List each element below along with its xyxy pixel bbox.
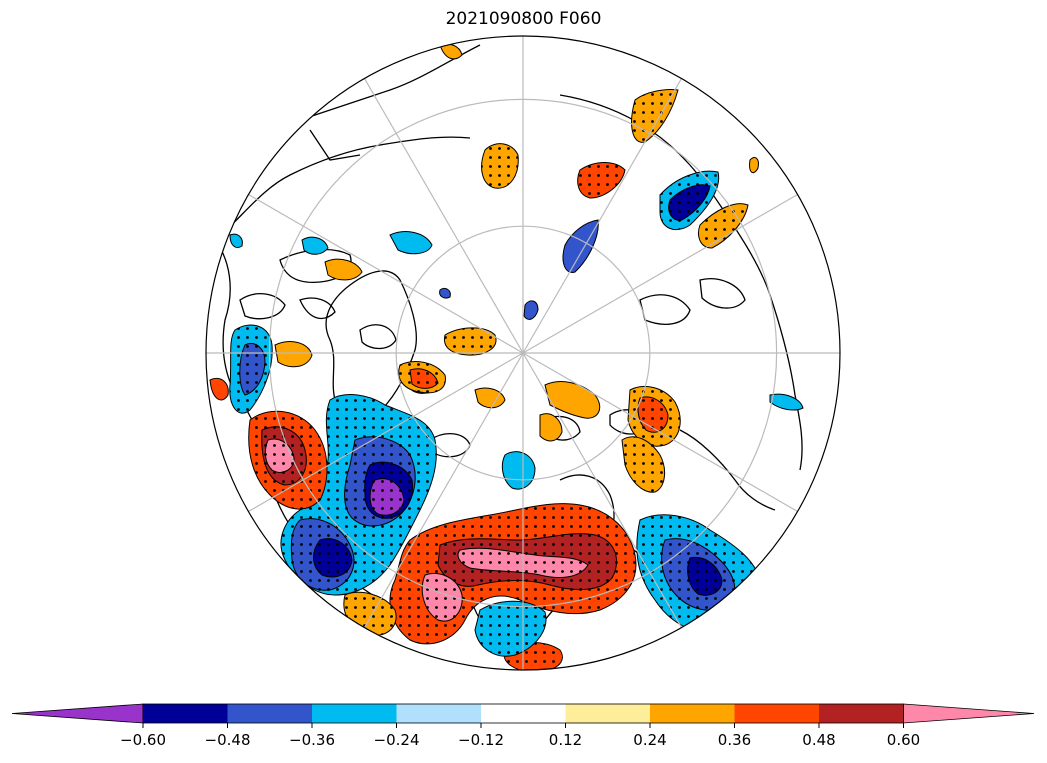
colorbar-segment	[650, 704, 735, 723]
colorbar-tick-label: −0.36	[289, 731, 335, 749]
graticule	[206, 36, 840, 670]
colorbar-extend-low	[11, 703, 144, 724]
map-boundary	[205, 35, 841, 671]
colorbar-segment	[565, 704, 651, 723]
colorbar-tick-label: 0.36	[718, 731, 751, 749]
colorbar-tick-label: −0.24	[374, 731, 420, 749]
colorbar-extend-high	[903, 703, 1035, 724]
colorbar-tick-label: 0.12	[549, 731, 582, 749]
colorbar-frame	[142, 703, 904, 724]
colorbar-segment	[143, 704, 228, 723]
meridian-line	[248, 352, 524, 513]
meridian-line	[363, 352, 524, 628]
colorbar: −0.60 −0.48 −0.36 −0.24 −0.12 0.12 0.24 0.36 0.4…	[11, 703, 1035, 749]
colorbar-tick-label: 0.48	[802, 731, 835, 749]
colorbar-tick-label: 0.24	[633, 731, 666, 749]
figure-title: 2021090800 F060	[445, 9, 602, 29]
colorbar-tick-label: 0.60	[887, 731, 920, 749]
colorbar-segment	[312, 704, 397, 723]
meridian-line	[248, 193, 524, 354]
colorbar-segment	[819, 704, 904, 723]
colorbar-segment	[734, 704, 820, 723]
colorbar-tick-label: −0.48	[205, 731, 251, 749]
colorbar-segment	[227, 704, 313, 723]
meridian-line	[522, 352, 683, 628]
meridian-line	[363, 78, 524, 354]
significance-stippling	[229, 89, 760, 670]
colorbar-segment	[396, 704, 482, 723]
colorbar-tick-label: −0.60	[120, 731, 166, 749]
meridian-line	[522, 193, 798, 354]
meridian-line	[522, 78, 683, 354]
colorbar-tick-label: −0.12	[458, 731, 504, 749]
meridian-line	[522, 352, 798, 513]
colorbar-segment	[481, 704, 566, 723]
